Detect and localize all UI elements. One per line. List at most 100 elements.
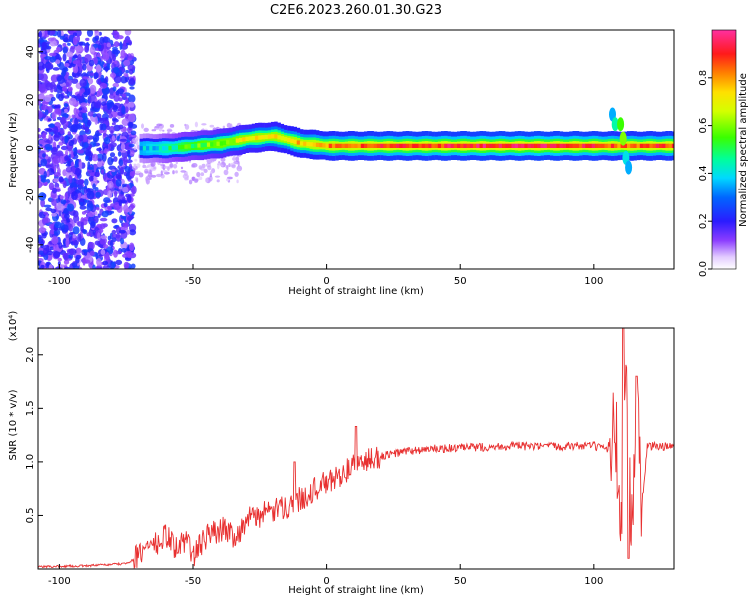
noise-speckle <box>42 132 47 140</box>
ridge-core-cell <box>604 143 608 148</box>
ridge-core-cell <box>287 137 291 143</box>
noise-speckle <box>110 239 114 248</box>
ridge-core-cell <box>418 143 422 148</box>
noise-speckle <box>53 155 61 164</box>
noise-speckle <box>80 88 85 93</box>
ridge-core-cell <box>312 142 317 147</box>
noise-speckle <box>123 204 129 213</box>
ridge-core-cell <box>354 143 358 148</box>
noise-speckle <box>76 47 85 52</box>
noise-speckle <box>98 87 103 97</box>
noise-speckle <box>53 172 61 177</box>
noise-speckle <box>110 130 114 136</box>
noise-speckle <box>125 99 129 104</box>
noise-speckle <box>55 84 64 94</box>
noise-speckle <box>128 143 135 148</box>
noise-speckle <box>115 259 123 266</box>
noise-speckle <box>111 135 116 142</box>
noise-speckle <box>93 215 99 224</box>
noise-speckle <box>121 105 126 114</box>
ridge-core-cell <box>258 135 262 140</box>
noise-speckle <box>65 154 69 161</box>
noise-speckle <box>94 116 98 125</box>
y-tick-label: 1.5 <box>25 400 36 416</box>
noise-speckle <box>40 73 48 82</box>
noise-speckle <box>96 207 100 211</box>
sidelobe-blob <box>619 131 627 146</box>
noise-speckle <box>59 195 65 200</box>
ridge-core-cell <box>591 143 596 148</box>
ridge-core-cell <box>380 143 384 148</box>
noise-speckle <box>112 118 119 123</box>
noise-speckle <box>135 170 141 174</box>
noise-speckle <box>136 141 139 146</box>
noise-speckle <box>49 41 58 47</box>
noise-speckle <box>162 129 165 132</box>
noise-speckle <box>101 168 105 175</box>
noise-speckle <box>78 134 84 142</box>
noise-speckle <box>226 178 229 182</box>
noise-speckle <box>93 57 98 65</box>
noise-speckle <box>95 191 101 198</box>
ridge-core-cell <box>142 146 147 151</box>
noise-speckle <box>88 175 94 182</box>
ridge-core-cell <box>659 143 663 148</box>
noise-speckle <box>200 172 205 177</box>
ridge-core-cell <box>598 143 602 148</box>
noise-speckle <box>78 41 84 46</box>
snr-series-line <box>38 328 674 569</box>
ridge-core-cell <box>559 143 564 148</box>
noise-speckle <box>112 86 117 92</box>
ridge-core-cell <box>617 143 621 148</box>
noise-speckle <box>114 60 118 65</box>
noise-speckle <box>214 175 221 178</box>
noise-speckle <box>53 251 61 259</box>
ridge-core-cell <box>646 143 650 148</box>
noise-speckle <box>103 197 111 204</box>
ridge-core-cell <box>245 136 249 141</box>
ridge-core-cell <box>620 143 625 148</box>
noise-speckle <box>99 36 105 45</box>
noise-speckle <box>108 134 112 139</box>
ridge-core-cell <box>213 141 217 147</box>
ridge-core-cell <box>348 143 352 148</box>
noise-speckle <box>65 234 70 238</box>
noise-speckle <box>107 103 111 111</box>
noise-speckle <box>89 46 96 55</box>
ridge-core-cell <box>485 143 490 148</box>
noise-speckle <box>48 133 52 141</box>
noise-speckle <box>41 41 47 50</box>
noise-speckle <box>112 82 120 88</box>
noise-speckle <box>218 161 221 164</box>
noise-speckle <box>94 240 101 246</box>
noise-speckle <box>40 158 48 167</box>
y-tick-label: 40 <box>25 45 36 58</box>
spectrogram-heatmap <box>38 30 674 269</box>
noise-speckle <box>80 221 84 229</box>
spectrogram-y-axis-label: Frequency (Hz) <box>8 112 19 188</box>
noise-speckle <box>128 68 134 75</box>
noise-speckle <box>103 202 108 208</box>
noise-speckle <box>38 110 43 119</box>
ridge-core-cell <box>412 143 416 148</box>
ridge-core-cell <box>364 143 368 148</box>
ridge-core-cell <box>652 143 657 148</box>
ridge-core-cell <box>319 143 323 148</box>
noise-speckle <box>59 155 65 165</box>
noise-speckle <box>144 168 149 174</box>
noise-speckle <box>51 212 57 217</box>
ridge-core-cell <box>601 143 605 148</box>
ridge-core-cell <box>402 143 406 148</box>
noise-speckle <box>42 153 46 158</box>
ridge-core-cell <box>450 143 455 148</box>
noise-speckle <box>86 232 91 237</box>
noise-speckle <box>191 163 198 168</box>
noise-speckle <box>223 169 229 176</box>
ridge-core-cell <box>428 143 432 148</box>
noise-speckle <box>129 170 136 177</box>
noise-speckle <box>237 169 241 171</box>
noise-speckle <box>136 177 139 183</box>
noise-speckle <box>95 171 100 177</box>
noise-speckle <box>119 41 123 50</box>
